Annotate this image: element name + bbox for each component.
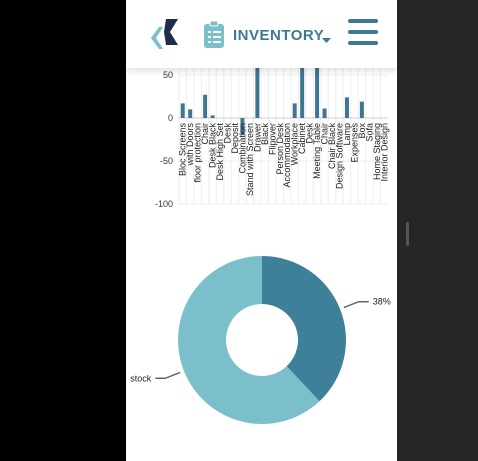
x-tick-label: Expenses xyxy=(349,123,359,163)
bar xyxy=(240,118,245,136)
bar xyxy=(315,49,320,119)
x-tick-label: Deposit xyxy=(230,123,240,154)
header: INVENTORY xyxy=(126,0,397,68)
bar xyxy=(255,49,260,119)
bar xyxy=(292,103,297,118)
clipboard-icon[interactable] xyxy=(204,20,224,48)
x-tick-label: Combination xyxy=(237,123,247,174)
x-tick-label: Sofa xyxy=(364,123,374,142)
dropdown-caret[interactable] xyxy=(322,38,331,43)
logo[interactable] xyxy=(151,19,178,49)
x-tick-label: Drawer xyxy=(252,123,262,152)
x-tick-label: Desk Black xyxy=(208,123,218,169)
bar xyxy=(359,101,364,118)
bar xyxy=(344,97,349,118)
donut-slice xyxy=(178,256,320,425)
x-tick-label: Flipover xyxy=(267,123,277,155)
bar xyxy=(210,115,215,118)
x-tick-label: Stand with Screen xyxy=(245,123,255,196)
bar xyxy=(322,108,327,118)
x-tick-label: Person Desk xyxy=(275,123,285,175)
scroll-handle[interactable] xyxy=(406,222,409,246)
x-tick-label: Design Software xyxy=(334,123,344,189)
x-tick-label: Chair xyxy=(200,123,210,145)
x-tick-label: Home Staging xyxy=(372,123,382,180)
y-tick-label: -50 xyxy=(160,156,173,166)
bar xyxy=(300,49,305,119)
x-tick-label: Desk High Set xyxy=(215,123,225,181)
side-area xyxy=(397,0,478,461)
header-icons xyxy=(151,19,378,49)
x-tick-label: Chair Black xyxy=(327,123,337,170)
x-tick-label: Box xyxy=(357,123,367,139)
bar xyxy=(188,109,193,118)
bar xyxy=(203,94,208,118)
x-tick-label: Bloc Screens xyxy=(178,123,188,177)
x-tick-label: Cabinet xyxy=(297,123,307,155)
y-tick-label: -100 xyxy=(155,199,173,209)
x-tick-label: floor protection xyxy=(193,123,203,183)
page-title[interactable]: INVENTORY xyxy=(233,27,325,44)
app-panel: -100 -50 0 50 Bloc Screens with Doors floor pr… xyxy=(126,0,397,461)
x-tick-label: Workplace xyxy=(290,123,300,165)
x-tick-label: Lamp xyxy=(342,123,352,146)
x-tick-label: Chair xyxy=(320,123,330,145)
slice-label: stock xyxy=(130,373,152,383)
x-tick-label: with Doors xyxy=(185,123,195,167)
x-tick-label: Desk xyxy=(305,123,315,144)
label-line xyxy=(155,371,181,380)
x-tick-label: Interior Design xyxy=(379,123,389,182)
label-line xyxy=(343,300,369,309)
x-tick-label: Meeting Table xyxy=(312,123,322,179)
y-tick-label: 50 xyxy=(163,70,173,80)
x-tick-label: Desk xyxy=(223,123,233,144)
menu-button[interactable] xyxy=(348,19,378,45)
slice-label: 38% xyxy=(373,297,391,307)
y-tick-label: 0 xyxy=(168,113,173,123)
donut-slice xyxy=(262,256,347,402)
x-tick-label: Accommodation xyxy=(282,123,292,188)
x-tick-label: Black xyxy=(260,123,270,146)
bar xyxy=(180,103,185,118)
